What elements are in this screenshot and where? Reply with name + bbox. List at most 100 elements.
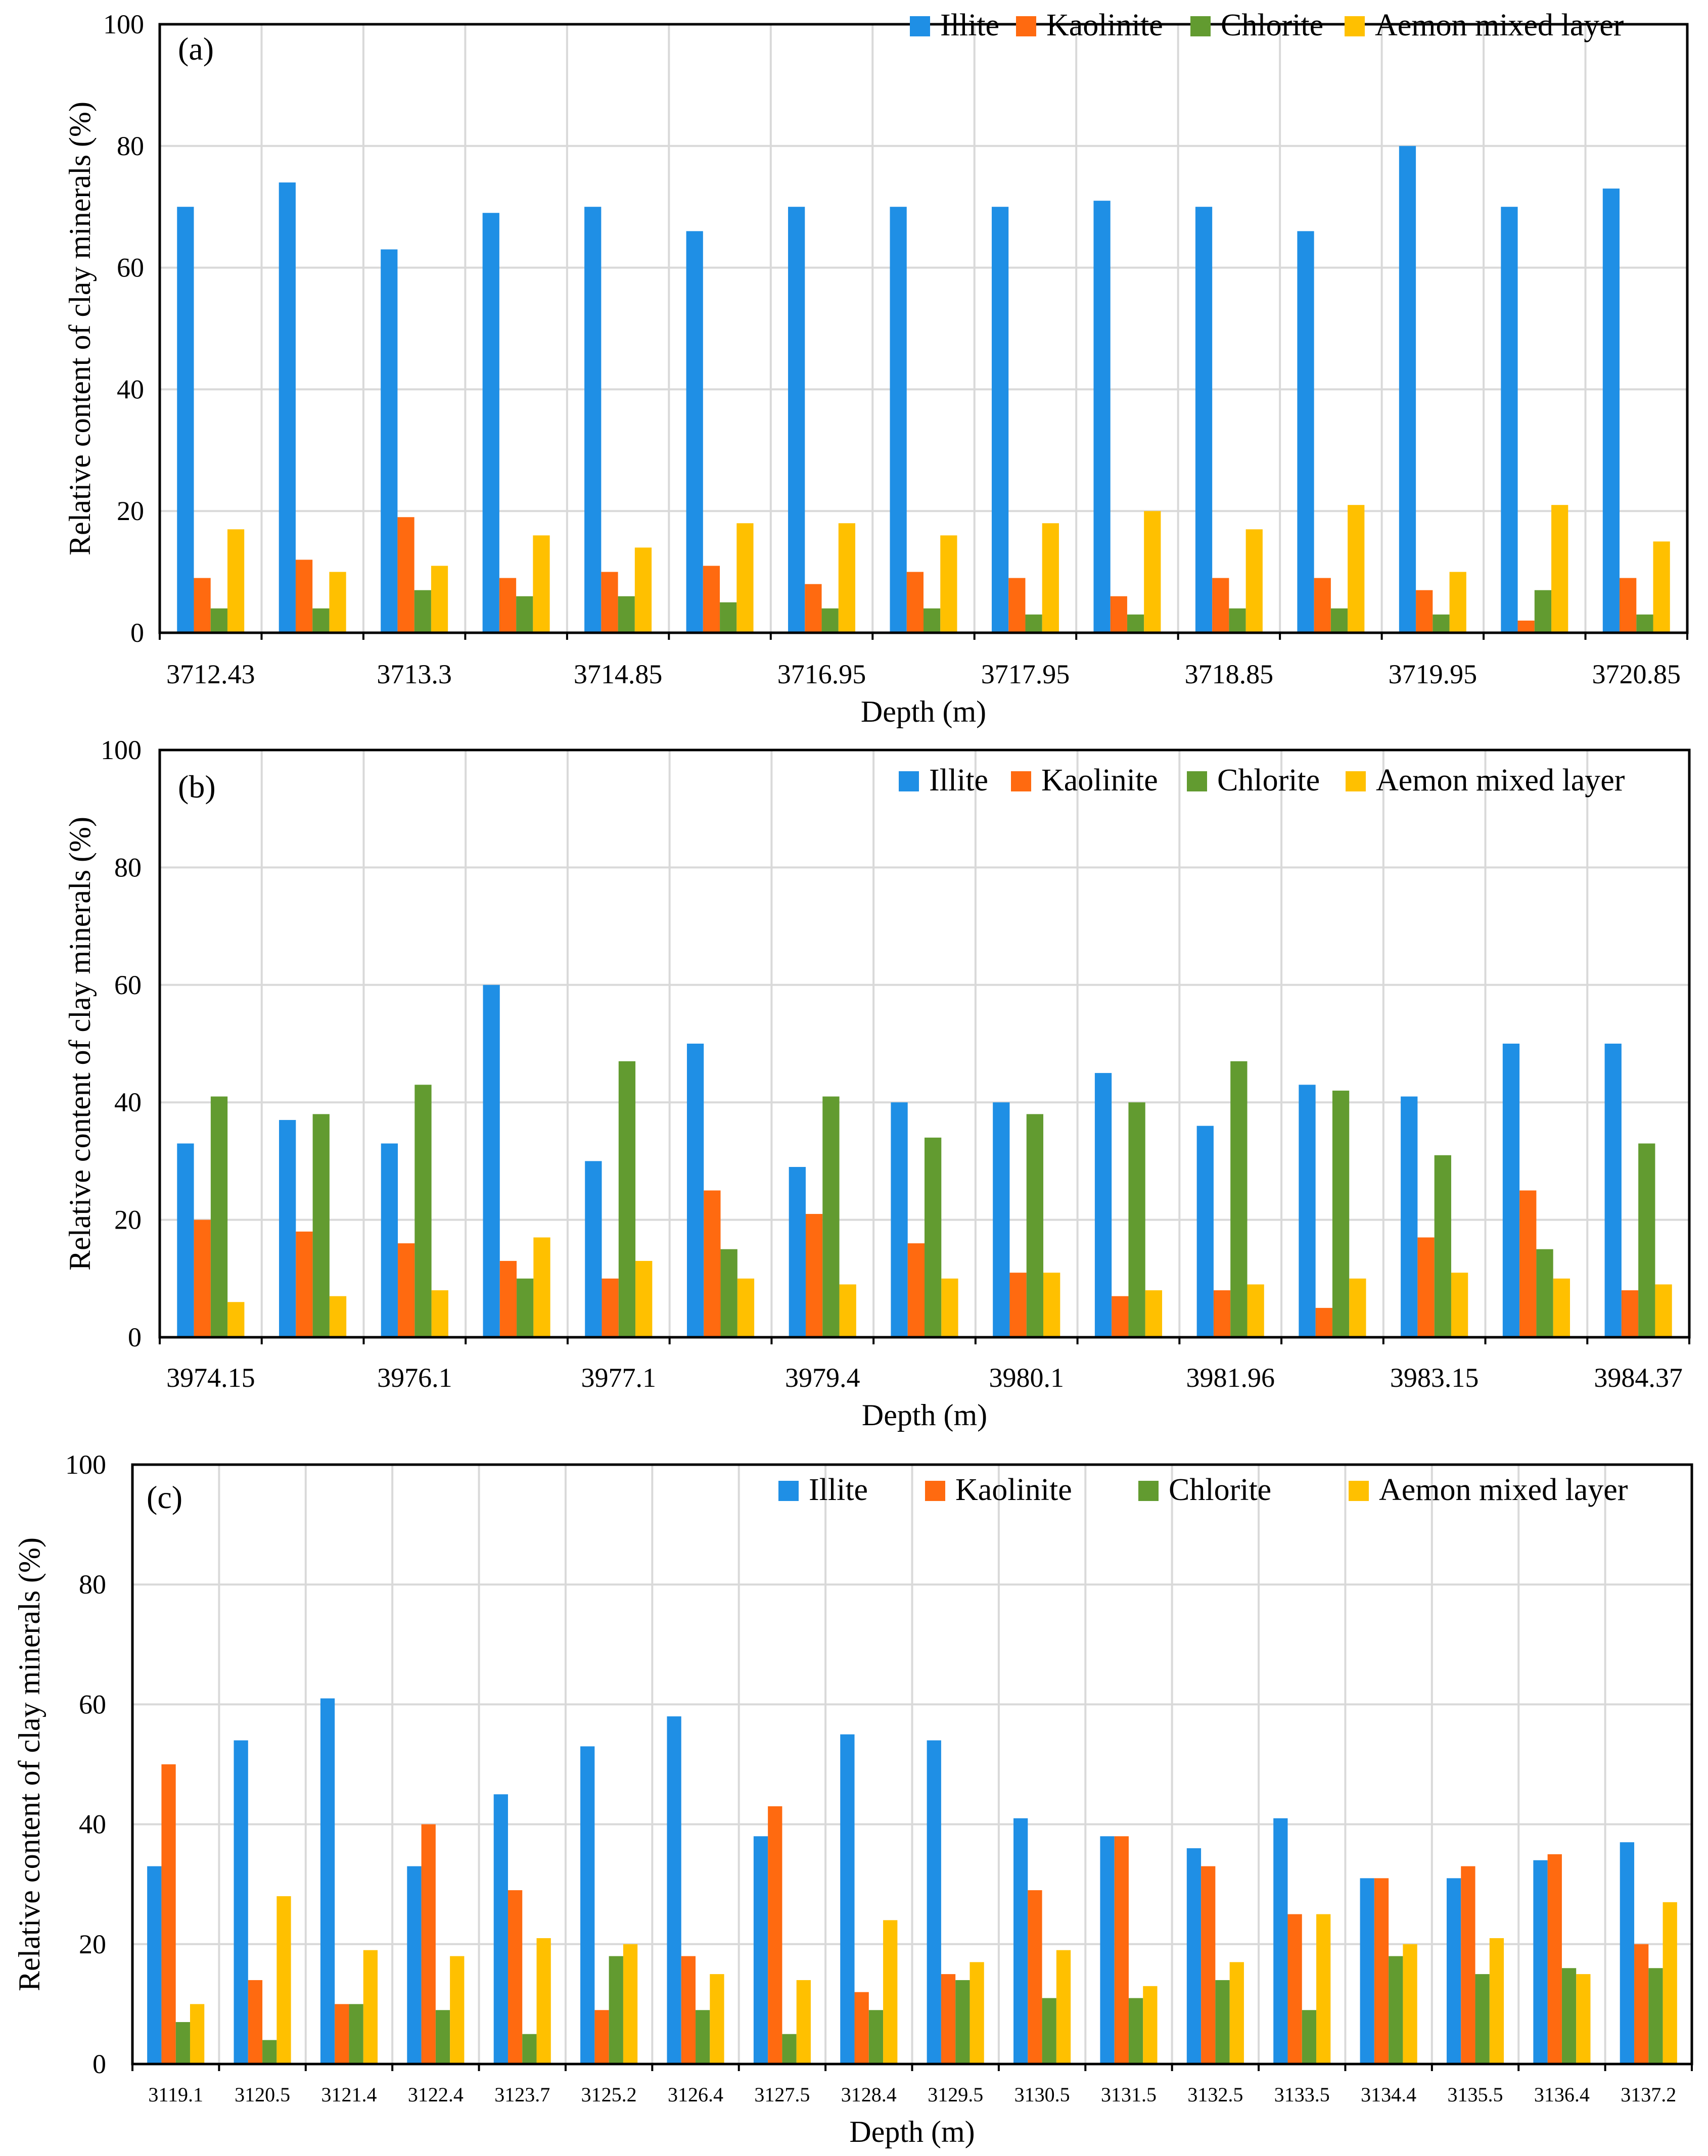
- y-tick-label: 60: [114, 970, 142, 1000]
- bar-kaolinite: [1212, 578, 1229, 633]
- legend-label-chlorite: Chlorite: [1169, 1473, 1271, 1507]
- legend-label-chlorite: Chlorite: [1217, 763, 1320, 798]
- bar-kaolinite: [1547, 1854, 1562, 2064]
- panel-label: (c): [147, 1479, 182, 1515]
- bar-chlorite: [1042, 1998, 1056, 2064]
- bar-chlorite: [720, 1249, 737, 1337]
- y-tick-label: 0: [128, 1322, 142, 1352]
- bar-kaolinite: [1461, 1866, 1475, 2064]
- bar-illite: [667, 1716, 681, 2064]
- bar-aemon-mixed-layer: [796, 1980, 811, 2064]
- bar-chlorite: [1433, 614, 1450, 633]
- x-tick-label: 3134.4: [1361, 2083, 1416, 2106]
- bar-aemon-mixed-layer: [227, 1302, 245, 1337]
- x-tick-label: 3717.95: [981, 659, 1070, 689]
- bar-chlorite: [517, 1278, 534, 1337]
- bar-chlorite: [312, 1114, 330, 1337]
- legend-label-illite: Illite: [940, 8, 999, 42]
- bar-kaolinite: [421, 1824, 436, 2064]
- bar-kaolinite: [907, 1243, 925, 1337]
- bar-illite: [1100, 1836, 1115, 2064]
- legend-swatch-illite: [910, 16, 930, 36]
- bar-kaolinite: [295, 559, 313, 633]
- bar-kaolinite: [398, 1243, 415, 1337]
- bar-aemon-mixed-layer: [623, 1944, 638, 2064]
- bar-illite: [1360, 1878, 1374, 2064]
- y-tick-label: 40: [79, 1809, 106, 1840]
- x-tick-label: 3120.5: [235, 2083, 290, 2106]
- bar-illite: [927, 1740, 941, 2064]
- bar-aemon-mixed-layer: [431, 1290, 448, 1337]
- bar-chlorite: [414, 1085, 432, 1337]
- bar-chlorite: [696, 2010, 710, 2064]
- bar-illite: [580, 1746, 595, 2064]
- y-tick-label: 80: [79, 1569, 106, 1600]
- x-tick-label: 3119.1: [148, 2083, 203, 2106]
- bar-illite: [147, 1866, 162, 2064]
- bar-illite: [584, 207, 602, 633]
- bar-illite: [788, 207, 805, 633]
- bar-kaolinite: [335, 2004, 349, 2064]
- bar-kaolinite: [1201, 1866, 1216, 2064]
- bar-kaolinite: [507, 1890, 523, 2064]
- bar-aemon-mixed-layer: [1551, 505, 1568, 633]
- bar-aemon-mixed-layer: [1451, 1273, 1468, 1337]
- bar-chlorite: [618, 1061, 636, 1337]
- legend-swatch-aemon-mixed-layer: [1346, 771, 1366, 791]
- bar-kaolinite: [1417, 1237, 1435, 1337]
- bar-aemon-mixed-layer: [1143, 1986, 1158, 2064]
- chart-a: 0 20 40 60 80 100 3712.43 3713.3 3714.85 3716.95 3…: [63, 8, 1689, 728]
- bar-chlorite: [1648, 1968, 1663, 2064]
- y-tick-label: 40: [117, 374, 144, 404]
- plot-frame: [158, 748, 1691, 1339]
- bar-kaolinite: [704, 1190, 721, 1337]
- bar-illite: [1620, 1842, 1635, 2064]
- panel-a: 0 20 40 60 80 100 3712.43 3713.3 3714.85 3716.95 3…: [0, 0, 1708, 731]
- bar-aemon-mixed-layer: [227, 529, 245, 633]
- bar-illite: [840, 1734, 855, 2064]
- x-tick-label: 3984.37: [1594, 1363, 1683, 1393]
- bar-aemon-mixed-layer: [1145, 1290, 1163, 1337]
- bar-kaolinite: [601, 572, 618, 633]
- bar-kaolinite: [941, 1974, 956, 2064]
- y-tick-label: 80: [117, 131, 144, 161]
- chart-c: 0 20 40 60 80 100 3119.1 3120.5 3121.4 3122.4 3123…: [13, 1455, 1693, 2148]
- bar-chlorite: [720, 602, 737, 633]
- bar-illite: [890, 207, 907, 633]
- bar-chlorite: [1025, 614, 1042, 633]
- x-tick-label: 3125.2: [581, 2083, 637, 2106]
- legend-label-illite: Illite: [809, 1473, 868, 1507]
- x-tick-label: 3127.5: [754, 2083, 810, 2106]
- y-tick-label: 60: [79, 1689, 106, 1719]
- bar-illite: [686, 231, 703, 633]
- bar-kaolinite: [194, 578, 211, 633]
- bar-chlorite: [175, 2022, 190, 2064]
- bar-aemon-mixed-layer: [1144, 511, 1161, 633]
- bar-kaolinite: [296, 1231, 313, 1337]
- bar-aemon-mixed-layer: [1043, 1273, 1060, 1337]
- bar-aemon-mixed-layer: [1655, 1284, 1672, 1337]
- bar-aemon-mixed-layer: [431, 566, 448, 633]
- bar-illite: [234, 1740, 248, 2064]
- legend-swatch-chlorite: [1190, 16, 1211, 36]
- panel-label: (b): [178, 769, 216, 805]
- bar-chlorite: [1127, 614, 1144, 633]
- bar-chlorite: [1332, 1090, 1350, 1337]
- bar-aemon-mixed-layer: [536, 1938, 551, 2064]
- bar-kaolinite: [1213, 1290, 1231, 1337]
- legend-label-kaolinite: Kaolinite: [955, 1473, 1072, 1507]
- panel-b: 0 20 40 60 80 100 3974.15 3976.1 3977.1 3979.4 398…: [0, 731, 1708, 1455]
- y-axis-title: Relative content of clay minerals (%): [63, 102, 97, 555]
- bar-aemon-mixed-layer: [1056, 1950, 1071, 2064]
- bar-kaolinite: [1620, 578, 1637, 633]
- bar-illite: [686, 1044, 704, 1337]
- bar-kaolinite: [194, 1220, 211, 1337]
- bar-kaolinite: [1110, 596, 1127, 633]
- bar-kaolinite: [1028, 1890, 1042, 2064]
- x-tick-label: 3712.43: [166, 659, 255, 689]
- bar-chlorite: [210, 1096, 228, 1337]
- y-tick-label: 40: [114, 1087, 142, 1117]
- x-tick-label: 3713.3: [377, 659, 452, 689]
- bar-illite: [279, 1120, 296, 1337]
- x-tick-label: 3132.5: [1187, 2083, 1243, 2106]
